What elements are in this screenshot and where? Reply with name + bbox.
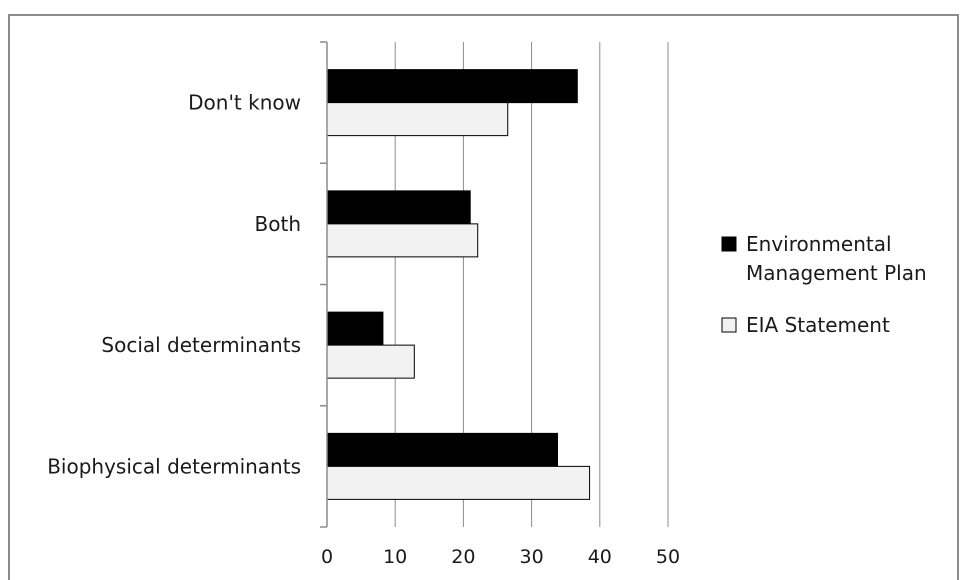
tick-label-10: 10 [383, 546, 407, 568]
legend: Environmental Management Plan EIA Statemen… [721, 232, 927, 337]
tick-label-0: 0 [321, 546, 333, 568]
bar-emp-both [326, 190, 471, 225]
bar-emp-don-t-know [326, 69, 578, 104]
tick-label-50: 50 [656, 546, 680, 568]
bar-eia-biophysical-determinants [326, 465, 591, 500]
tick-label-30: 30 [520, 546, 544, 568]
legend-swatch-eia [721, 317, 737, 333]
legend-label-eia: EIA Statement [746, 313, 890, 337]
category-label: Don't know [188, 91, 301, 115]
category-label: Social determinants [101, 333, 301, 357]
bar-emp-social-determinants [326, 311, 384, 346]
category-label: Both [255, 212, 301, 236]
bar-emp-biophysical-determinants [326, 432, 559, 467]
bar-eia-don-t-know [326, 102, 509, 137]
category-label: Biophysical determinants [47, 454, 301, 478]
bar-eia-social-determinants [326, 344, 415, 379]
legend-label-line: EIA Statement [746, 313, 890, 337]
legend-label-emp: Environmental Management Plan [746, 232, 927, 285]
bars [326, 69, 591, 500]
tick-label-20: 20 [451, 546, 475, 568]
axes [320, 41, 328, 528]
labels: 0 10 20 30 40 50 Biophysical determinants Socia… [47, 91, 680, 568]
legend-label-line: Management Plan [746, 261, 927, 285]
legend-label-line: Environmental [746, 232, 892, 256]
bar-eia-both [326, 223, 479, 258]
legend-swatch-emp [721, 236, 737, 252]
tick-label-40: 40 [588, 546, 612, 568]
